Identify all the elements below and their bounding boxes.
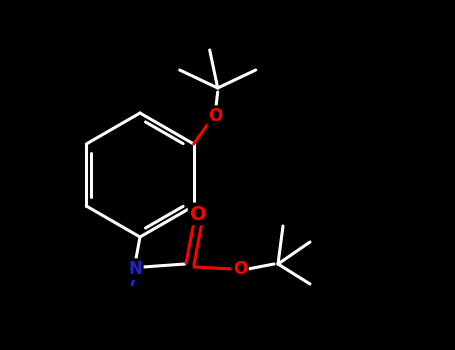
Text: O: O [208, 107, 223, 125]
Text: O: O [233, 260, 247, 278]
Text: O: O [190, 204, 206, 224]
Text: N: N [128, 260, 142, 278]
